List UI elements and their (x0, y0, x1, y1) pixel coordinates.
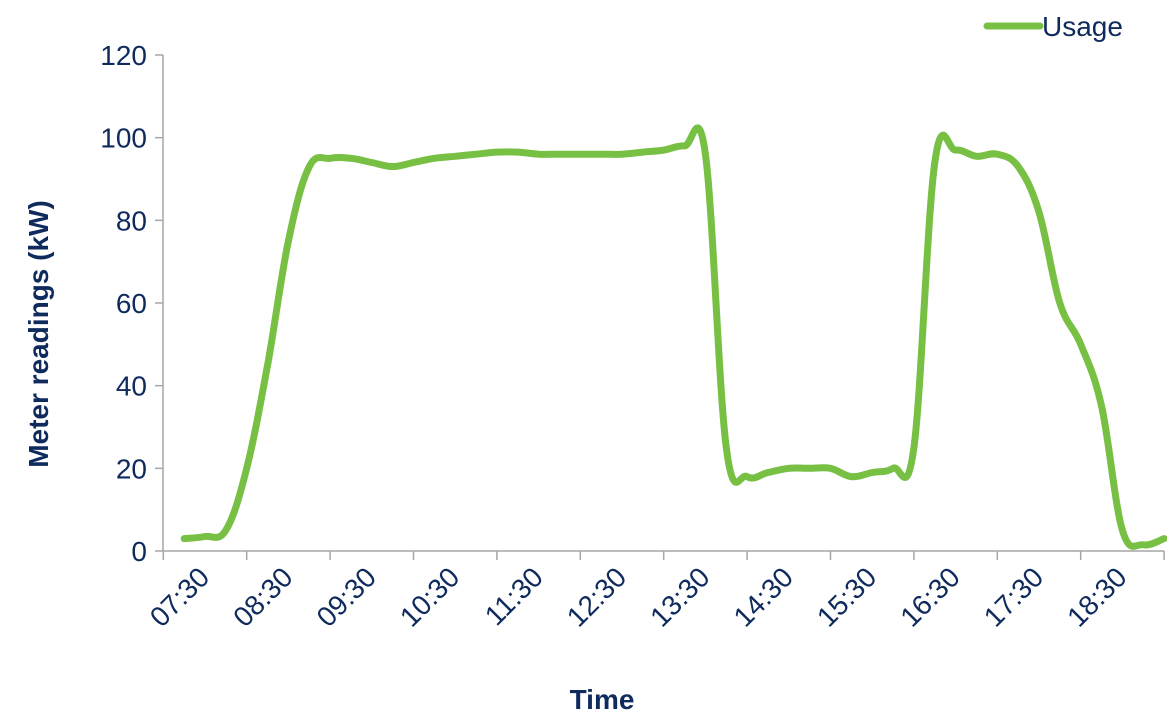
y-tick-label: 20 (116, 453, 147, 484)
y-tick-label: 100 (100, 123, 147, 154)
x-tick-label: 16:30 (894, 561, 965, 632)
x-tick-label: 09:30 (311, 561, 382, 632)
series-group (180, 124, 1167, 550)
x-tick-label: 17:30 (978, 561, 1049, 632)
y-tick-label: 40 (116, 371, 147, 402)
x-tick-label: 18:30 (1061, 561, 1132, 632)
x-tick-label: 08:30 (227, 561, 298, 632)
legend-label: Usage (1042, 11, 1123, 42)
y-tick-label: 120 (100, 40, 147, 71)
series-line-usage (180, 124, 1167, 550)
x-tick-label: 13:30 (644, 561, 715, 632)
x-tick-label: 15:30 (811, 561, 882, 632)
x-tick-label: 10:30 (394, 561, 465, 632)
y-tick-label: 0 (131, 536, 147, 567)
x-tick-label: 14:30 (728, 561, 799, 632)
x-axis-title: Time (570, 684, 635, 714)
axes (155, 54, 1165, 560)
legend: Usage (983, 11, 1123, 42)
y-tick-label: 60 (116, 288, 147, 319)
x-tick-label: 12:30 (561, 561, 632, 632)
y-axis-title: Meter readings (kW) (23, 200, 54, 468)
y-tick-label: 80 (116, 205, 147, 236)
x-tick-labels: 07:30 08:30 09:30 10:30 11:30 12:30 13:30 14:30… (144, 561, 1133, 632)
y-tick-labels: 0 20 40 60 80 100 120 (100, 40, 147, 567)
x-tick-label: 07:30 (144, 561, 215, 632)
x-tick-label: 11:30 (479, 561, 549, 631)
